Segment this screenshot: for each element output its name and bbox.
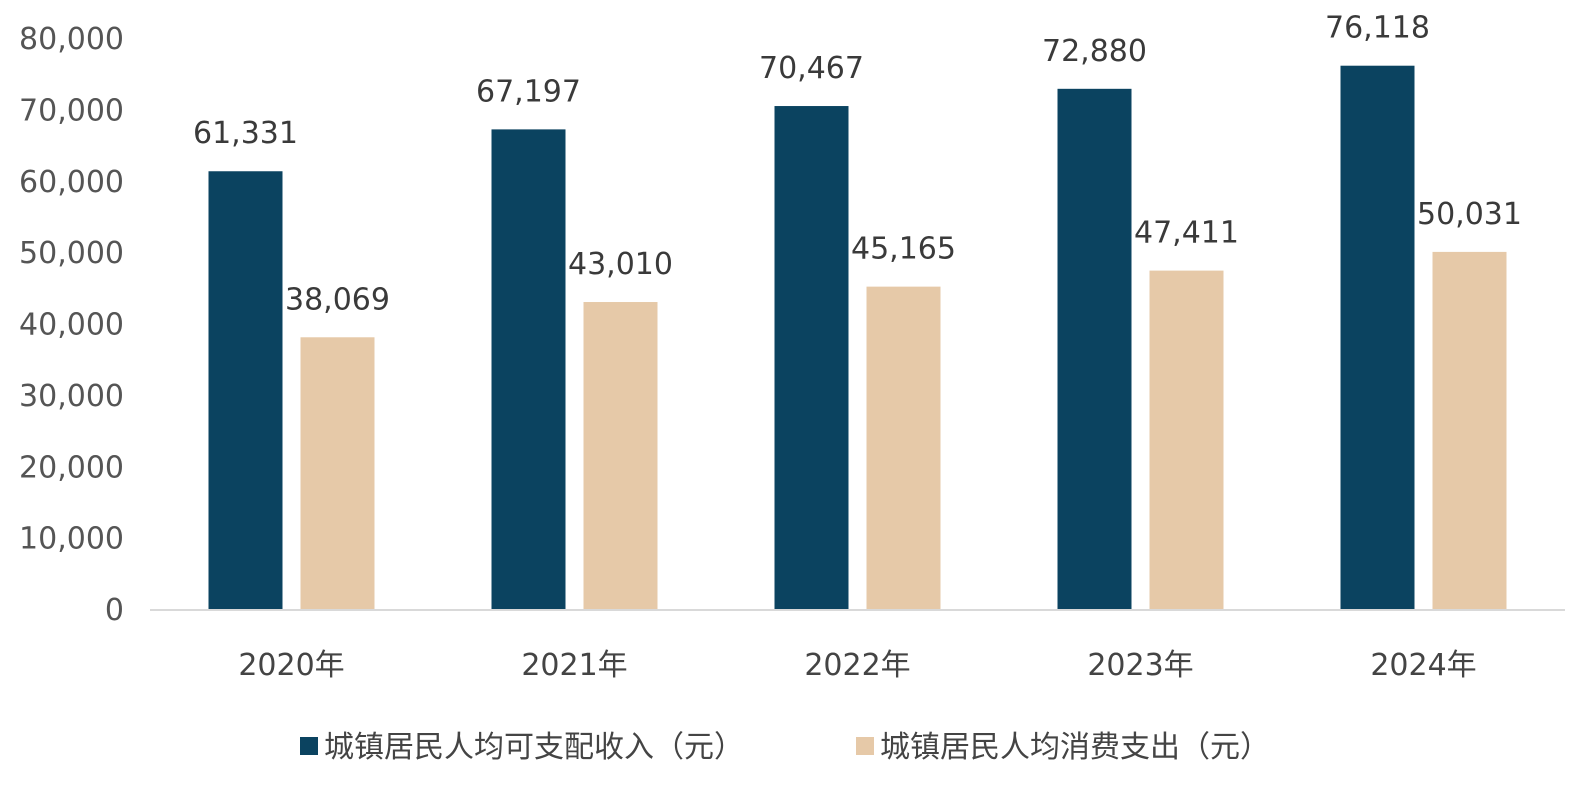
y-tick-label: 20,000: [19, 450, 124, 485]
data-labels-group: 61,331 38,069 67,197 43,010 70,467 45,165 72,8…: [193, 11, 1522, 318]
legend-swatch: [856, 737, 874, 755]
x-tick-label: 2020年: [238, 648, 344, 683]
data-label: 47,411: [1134, 216, 1239, 251]
data-label: 70,467: [759, 51, 864, 86]
data-label: 61,331: [193, 116, 298, 151]
bar-expense: [300, 337, 375, 609]
legend-label: 城镇居民人均可支配收入（元）: [324, 730, 744, 765]
bar-expense: [1149, 270, 1224, 609]
x-tick-label: 2024年: [1370, 648, 1476, 683]
bar-income: [491, 129, 566, 609]
y-tick-label: 0: [105, 593, 124, 628]
y-tick-label: 80,000: [19, 22, 124, 57]
bar-income: [774, 106, 849, 610]
x-tick-label: 2023年: [1087, 648, 1193, 683]
legend: 城镇居民人均可支配收入（元） 城镇居民人均消费支出（元）: [300, 730, 1270, 765]
y-tick-label: 10,000: [19, 522, 124, 557]
y-tick-label: 30,000: [19, 379, 124, 414]
y-axis: 0 10,000 20,000 30,000 40,000 50,000 60,000 70,…: [19, 22, 124, 628]
legend-swatch: [300, 737, 318, 755]
y-tick-label: 40,000: [19, 308, 124, 343]
data-label: 50,031: [1417, 197, 1522, 232]
bar-income: [1340, 65, 1415, 610]
bar-expense: [1432, 251, 1507, 609]
x-tick-label: 2021年: [521, 648, 627, 683]
y-tick-label: 50,000: [19, 236, 124, 271]
bars-group: [208, 65, 1507, 610]
data-label: 76,118: [1325, 11, 1430, 46]
data-label: 38,069: [285, 282, 390, 317]
bar-expense: [583, 302, 658, 609]
data-label: 43,010: [568, 247, 673, 282]
bar-expense: [866, 286, 941, 609]
x-axis: 2020年 2021年 2022年 2023年 2024年: [150, 609, 1565, 683]
y-tick-label: 60,000: [19, 165, 124, 200]
y-tick-label: 70,000: [19, 93, 124, 128]
x-tick-label: 2022年: [804, 648, 910, 683]
data-label: 45,165: [851, 232, 956, 267]
bar-income: [1057, 88, 1132, 610]
data-label: 67,197: [476, 74, 581, 109]
data-label: 72,880: [1042, 34, 1147, 69]
legend-label: 城镇居民人均消费支出（元）: [880, 730, 1270, 765]
bar-income: [208, 171, 283, 609]
